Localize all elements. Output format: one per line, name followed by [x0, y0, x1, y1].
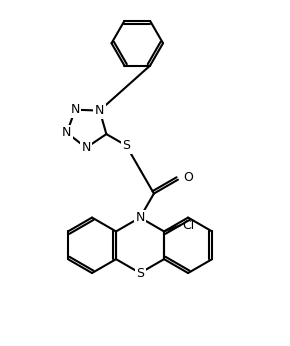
Text: N: N [135, 211, 145, 224]
Text: S: S [122, 139, 130, 152]
Text: O: O [183, 171, 193, 184]
Text: N: N [70, 103, 80, 116]
Text: N: N [81, 141, 91, 154]
Text: N: N [95, 104, 104, 117]
Text: S: S [136, 266, 144, 280]
Text: Cl: Cl [182, 219, 194, 232]
Text: N: N [62, 126, 72, 139]
